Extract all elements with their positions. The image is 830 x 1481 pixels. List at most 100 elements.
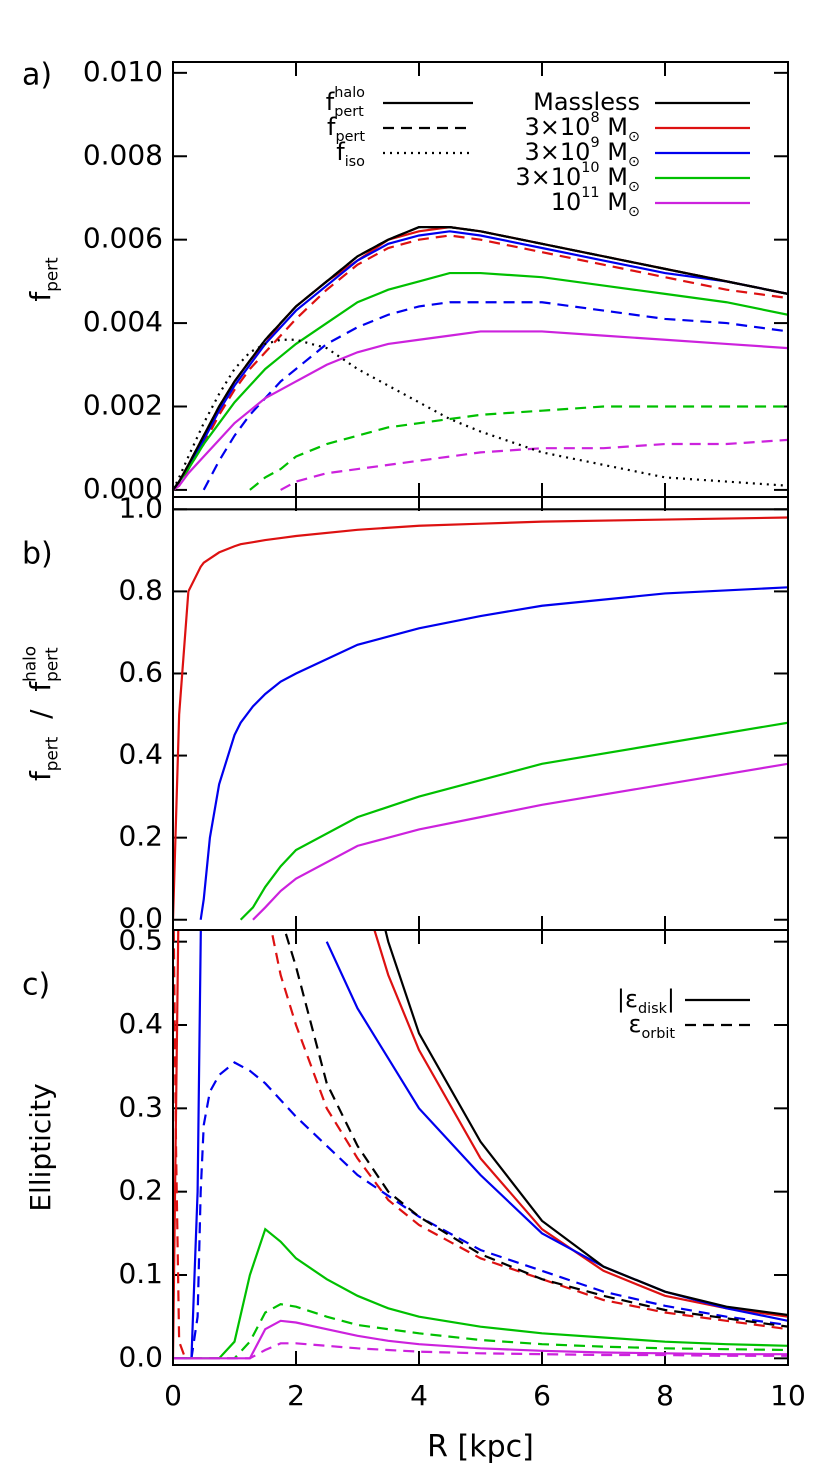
- data-line: [252, 762, 788, 921]
- data-line: [173, 338, 788, 491]
- y-label-part: pert: [42, 736, 62, 771]
- data-line: [173, 1342, 788, 1360]
- data-line: [173, 1227, 788, 1360]
- legend-label-part: iso: [345, 154, 365, 170]
- panel: 0.0 0.1 0.2 0.3 0.4 0.5 0 2 4 6 8 10 c) Ellipticity R …: [22, 924, 806, 1465]
- legend-label-part: ⊙: [628, 129, 640, 145]
- legend-label-part: 10: [581, 160, 599, 176]
- y-label-part: / f: [24, 681, 57, 737]
- y-label-part: Ellipticity: [24, 1083, 57, 1211]
- legend-label-part: 8: [590, 110, 599, 126]
- data-line: [199, 586, 788, 920]
- x-tick-label: 2: [287, 1379, 305, 1412]
- y-tick-label: 0.0: [118, 902, 163, 935]
- legend-label-part: disk: [638, 1001, 668, 1017]
- y-tick-label: 1.0: [118, 491, 163, 524]
- legend-label: 3×10 10 M ⊙: [515, 160, 640, 195]
- legend-label-part: Massless: [533, 88, 640, 116]
- data-line: [173, 516, 788, 920]
- x-label: R [kpc]: [427, 1430, 534, 1465]
- legend-label-part: ⊙: [628, 179, 640, 195]
- legend-label-part: pert: [335, 129, 365, 145]
- legend-label-part: 3×10: [525, 138, 591, 166]
- data-line: [173, 230, 788, 491]
- legend-label-part: f: [336, 138, 345, 166]
- y-label-part: halo: [19, 646, 39, 682]
- y-label: Ellipticity: [24, 1083, 57, 1211]
- legend-label-part: 9: [590, 135, 599, 151]
- plot-frame: [172, 929, 789, 1366]
- x-tick-label: 0: [164, 1379, 182, 1412]
- data-line: [173, 930, 788, 1359]
- y-tick-label: 0.2: [118, 1174, 163, 1207]
- data-line: [239, 721, 788, 921]
- legend-label-part: 10: [551, 188, 582, 216]
- y-label-part: f: [24, 291, 57, 302]
- x-tick-label: 10: [770, 1379, 806, 1412]
- y-label-part: pert: [42, 647, 62, 682]
- data-line: [280, 438, 788, 491]
- legend-label-part: M: [600, 163, 628, 191]
- y-label-part: f: [24, 770, 57, 781]
- y-tick-label: 0.1: [118, 1257, 163, 1290]
- x-tick-label: 6: [533, 1379, 551, 1412]
- data-line: [384, 930, 788, 1317]
- data-line: [173, 226, 788, 491]
- legend-label-part: 3×10: [515, 163, 581, 191]
- legend-label-part: |ε: [617, 985, 638, 1013]
- y-label-group: Ellipticity: [24, 1083, 57, 1211]
- legend-label-part: 11: [581, 185, 599, 201]
- y-label-part: pert: [42, 257, 62, 292]
- data-line: [173, 234, 788, 491]
- plot-lines: [173, 930, 788, 1360]
- plot-lines: [173, 226, 788, 491]
- legend-label: 3×10 9 M ⊙: [525, 135, 640, 170]
- legend-label: ε orbit: [629, 1010, 676, 1042]
- legend-label: f halo pert: [326, 85, 365, 120]
- x-tick-label: 8: [656, 1379, 674, 1412]
- data-line: [173, 930, 788, 1359]
- legend-label-part: orbit: [642, 1026, 676, 1042]
- y-tick-label: 0.0: [118, 1340, 163, 1373]
- legend-label-part: |: [667, 985, 675, 1013]
- legend-label-part: M: [600, 113, 628, 141]
- legend-label: Massless: [533, 88, 640, 116]
- y-tick-label: 0.000: [83, 472, 163, 505]
- legend-label: 3×10 8 M ⊙: [525, 110, 640, 145]
- legend-label-part: 3×10: [525, 113, 591, 141]
- y-tick-label: 0.8: [118, 573, 163, 606]
- plot-lines: [173, 508, 788, 921]
- data-line: [173, 330, 788, 491]
- legend-label: 10 11 M ⊙: [551, 185, 640, 220]
- legend-label: f iso: [336, 138, 365, 170]
- y-tick-label: 0.006: [83, 222, 163, 255]
- data-line: [173, 226, 788, 491]
- y-tick-label: 0.4: [118, 1007, 163, 1040]
- panel-label: c): [22, 968, 50, 1003]
- plot-frame: [172, 496, 789, 931]
- panel-label: a): [22, 58, 52, 93]
- y-tick-label: 0.002: [83, 388, 163, 421]
- y-tick-label: 0.5: [118, 924, 163, 957]
- legend-label-part: ⊙: [628, 154, 640, 170]
- legend-label-part: pert: [334, 104, 364, 120]
- legend-label-part: f: [326, 88, 335, 116]
- legend-label-part: halo: [334, 85, 365, 101]
- data-line: [202, 301, 788, 491]
- data-line: [283, 930, 788, 1328]
- y-tick-label: 0.6: [118, 655, 163, 688]
- legend-label: |ε disk |: [617, 985, 675, 1017]
- data-line: [173, 271, 788, 491]
- y-tick-label: 0.3: [118, 1090, 163, 1123]
- y-tick-label: 0.010: [83, 55, 163, 88]
- legend-label: f pert: [327, 113, 365, 145]
- y-tick-label: 0.4: [118, 738, 163, 771]
- legend-label-part: ε: [629, 1010, 642, 1038]
- data-line: [173, 226, 788, 491]
